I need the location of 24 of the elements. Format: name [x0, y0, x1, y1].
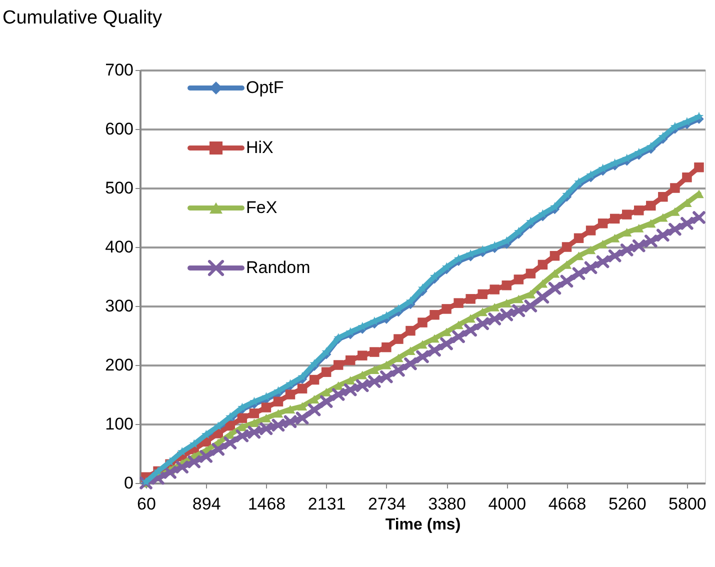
x-tick-label: 4000	[488, 494, 526, 514]
y-tick-label: 0	[124, 474, 134, 492]
x-axis-title: Time (ms)	[385, 516, 461, 534]
y-tick-label: 100	[105, 414, 134, 434]
legend-label: Random	[246, 258, 310, 277]
y-tick-label: 500	[105, 178, 134, 198]
x-tick-label: 4668	[548, 494, 586, 514]
y-tick-label: 400	[105, 238, 134, 256]
x-tick-label: 3380	[428, 494, 466, 514]
legend-label: OptF	[246, 78, 284, 97]
x-tick-label: 5800	[668, 494, 706, 514]
x-tick-label: 5260	[608, 494, 646, 514]
y-tick-label: 700	[105, 60, 134, 80]
y-tick-label: 300	[105, 296, 134, 316]
x-tick-label: 60	[137, 494, 156, 514]
x-tick-label: 1468	[248, 494, 286, 514]
y-tick-label: 200	[105, 356, 134, 374]
legend-label: FeX	[246, 198, 278, 217]
y-axis-title: Cumulative Quality	[2, 8, 162, 28]
legend-label: HiX	[246, 138, 274, 157]
x-tick-label: 894	[192, 494, 221, 514]
x-tick-label: 2734	[368, 494, 406, 514]
y-tick-label: 600	[105, 120, 134, 138]
x-tick-label: 2131	[308, 494, 346, 514]
